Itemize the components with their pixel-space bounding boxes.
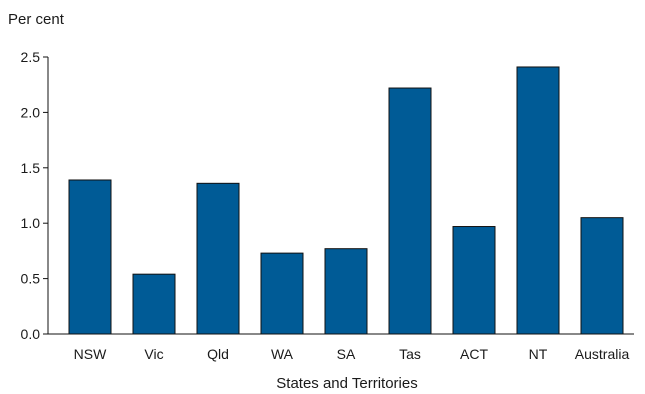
x-tick-label: NT bbox=[529, 346, 548, 362]
y-axis-title: Per cent bbox=[8, 11, 65, 28]
bar-nt bbox=[516, 66, 560, 335]
y-axis: 0.0 0.5 1.0 1.5 2.0 2.5 bbox=[21, 49, 49, 342]
x-tick-label: Qld bbox=[207, 346, 229, 362]
bar-qld bbox=[196, 182, 240, 335]
x-tick-label: WA bbox=[271, 346, 294, 362]
y-tick-label: 2.0 bbox=[21, 104, 41, 120]
bar-sa bbox=[324, 248, 368, 335]
bar-nsw bbox=[68, 179, 112, 335]
bar-vic bbox=[132, 273, 176, 335]
bar-wa bbox=[260, 252, 304, 335]
x-axis-title: States and Territories bbox=[276, 375, 417, 392]
x-tick-label: NSW bbox=[74, 346, 107, 362]
x-tick-label: Australia bbox=[575, 346, 630, 362]
y-tick-label: 1.0 bbox=[21, 215, 41, 231]
y-tick-label: 2.5 bbox=[21, 49, 41, 65]
bar-act bbox=[452, 226, 496, 335]
bar-australia bbox=[580, 217, 624, 335]
bar-tas bbox=[388, 87, 432, 335]
y-tick-label: 0.5 bbox=[21, 271, 41, 287]
y-tick-label: 1.5 bbox=[21, 160, 41, 176]
x-tick-label: ACT bbox=[460, 346, 488, 362]
x-axis: NSW Vic Qld WA SA Tas ACT NT Australia bbox=[48, 333, 634, 362]
bars bbox=[68, 66, 624, 335]
x-tick-label: SA bbox=[337, 346, 356, 362]
x-tick-label: Tas bbox=[399, 346, 421, 362]
x-tick-label: Vic bbox=[144, 346, 163, 362]
y-tick-label: 0.0 bbox=[21, 326, 41, 342]
